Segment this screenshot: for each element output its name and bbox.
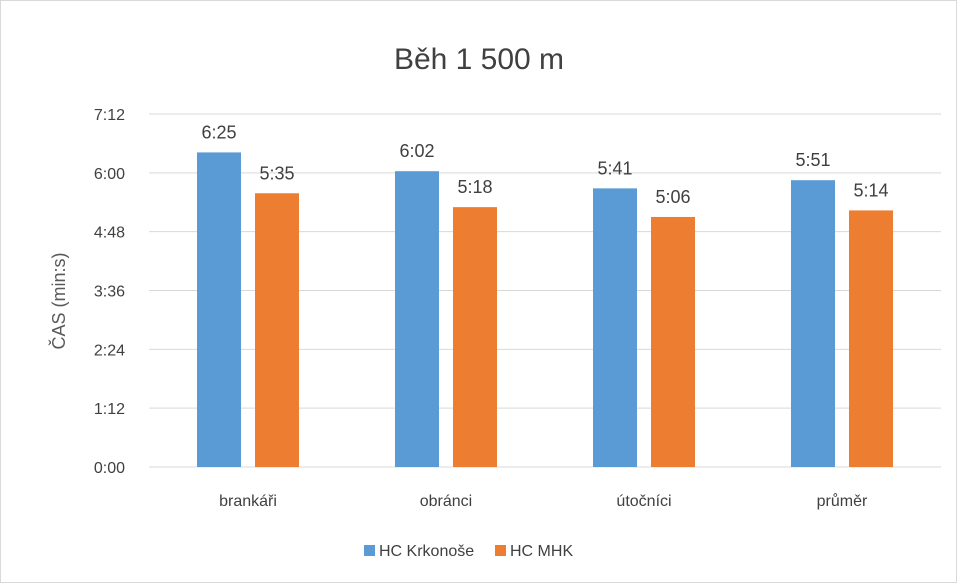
legend-swatch bbox=[364, 545, 375, 556]
bar bbox=[651, 216, 695, 467]
y-tick-label: 2:24 bbox=[94, 342, 125, 359]
y-tick-label: 1:12 bbox=[94, 401, 125, 418]
x-axis-categories: brankáři obránci útočníci průměr bbox=[219, 492, 868, 510]
data-label: 5:06 bbox=[655, 187, 690, 207]
x-category-label: útočníci bbox=[616, 493, 671, 510]
bars: 6:25 5:35 6:02 5:18 5:41 5:06 5:51 5:14 bbox=[197, 122, 893, 467]
bar bbox=[453, 207, 497, 467]
x-category-label: obránci bbox=[420, 493, 472, 510]
bar bbox=[197, 152, 241, 467]
legend-swatch bbox=[495, 545, 506, 556]
legend-label: HC Krkonoše bbox=[379, 543, 474, 560]
data-label: 5:35 bbox=[259, 163, 294, 183]
legend-label: HC MHK bbox=[510, 543, 573, 560]
x-category-label: brankáři bbox=[219, 493, 277, 510]
y-axis-label: ČAS (min:s) bbox=[48, 252, 69, 349]
y-tick-label: 6:00 bbox=[94, 166, 125, 183]
data-label: 6:02 bbox=[399, 141, 434, 161]
bar bbox=[593, 188, 637, 467]
y-tick-label: 4:48 bbox=[94, 225, 125, 242]
bar bbox=[849, 210, 893, 467]
legend: HC Krkonoše HC MHK bbox=[364, 543, 573, 560]
data-label: 5:51 bbox=[795, 150, 830, 170]
bar bbox=[255, 193, 299, 467]
y-axis-ticks: 0:00 1:12 2:24 3:36 4:48 6:00 7:12 bbox=[94, 107, 125, 477]
data-label: 5:41 bbox=[597, 158, 632, 178]
chart-title: Běh 1 500 m bbox=[394, 43, 564, 76]
y-tick-label: 7:12 bbox=[94, 107, 125, 124]
x-category-label: průměr bbox=[817, 492, 868, 510]
data-label: 5:14 bbox=[853, 180, 888, 200]
bar bbox=[395, 171, 439, 467]
data-label: 5:18 bbox=[457, 177, 492, 197]
y-tick-label: 3:36 bbox=[94, 284, 125, 301]
y-tick-label: 0:00 bbox=[94, 460, 125, 477]
bar bbox=[791, 180, 835, 467]
data-label: 6:25 bbox=[201, 122, 236, 142]
